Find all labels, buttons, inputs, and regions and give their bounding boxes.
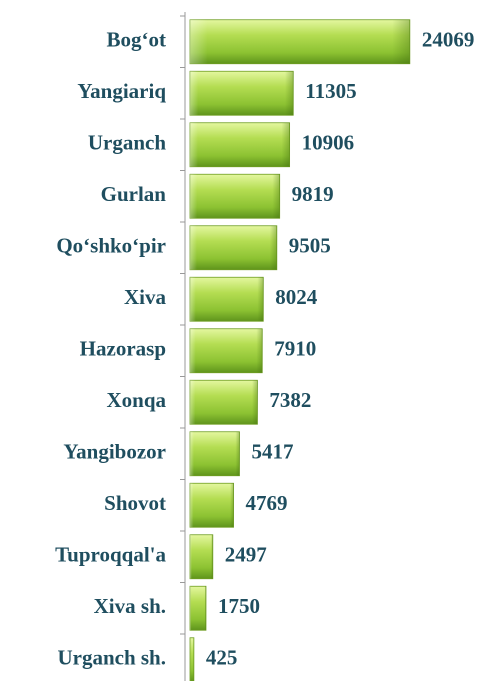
- bar-bevel: [190, 380, 258, 425]
- bar-bevel: [190, 71, 294, 116]
- bar-bevel: [190, 586, 206, 631]
- category-label: Urganch: [88, 131, 166, 155]
- value-label: 9819: [292, 182, 334, 206]
- bar-bevel: [190, 534, 213, 579]
- value-label: 2497: [225, 543, 267, 567]
- category-label: Xiva: [124, 285, 167, 309]
- value-label: 10906: [302, 131, 355, 155]
- value-label: 1750: [218, 594, 260, 618]
- bar-bevel: [190, 174, 280, 219]
- category-label: Urganch sh.: [57, 646, 166, 670]
- category-label: Xonqa: [106, 388, 166, 412]
- bar-bevel: [190, 328, 263, 373]
- category-label: Bog‘ot: [107, 28, 167, 52]
- category-label: Yangiariq: [77, 79, 166, 103]
- value-label: 425: [206, 646, 238, 670]
- bar-bevel: [190, 637, 194, 681]
- bar-bevel: [190, 277, 264, 322]
- category-label: Shovot: [104, 491, 166, 515]
- category-label: Hazorasp: [80, 337, 166, 361]
- bar-bevel: [190, 19, 410, 64]
- category-label: Xiva sh.: [94, 594, 166, 618]
- value-label: 8024: [275, 285, 318, 309]
- value-label: 7382: [269, 388, 311, 412]
- value-label: 9505: [289, 234, 331, 258]
- value-label: 7910: [274, 337, 316, 361]
- value-label: 5417: [251, 440, 293, 464]
- bar-bevel: [190, 225, 277, 270]
- category-label: Tuproqqal'a: [55, 543, 166, 567]
- value-label: 24069: [422, 28, 475, 52]
- category-label: Qo‘shko‘pir: [56, 234, 166, 258]
- bar-bevel: [190, 431, 240, 476]
- value-label: 4769: [246, 491, 288, 515]
- category-label: Gurlan: [101, 182, 167, 206]
- bar-bevel: [190, 122, 290, 167]
- bar-bevel: [190, 483, 234, 528]
- value-label: 11305: [305, 79, 356, 103]
- category-label: Yangibozor: [63, 440, 166, 464]
